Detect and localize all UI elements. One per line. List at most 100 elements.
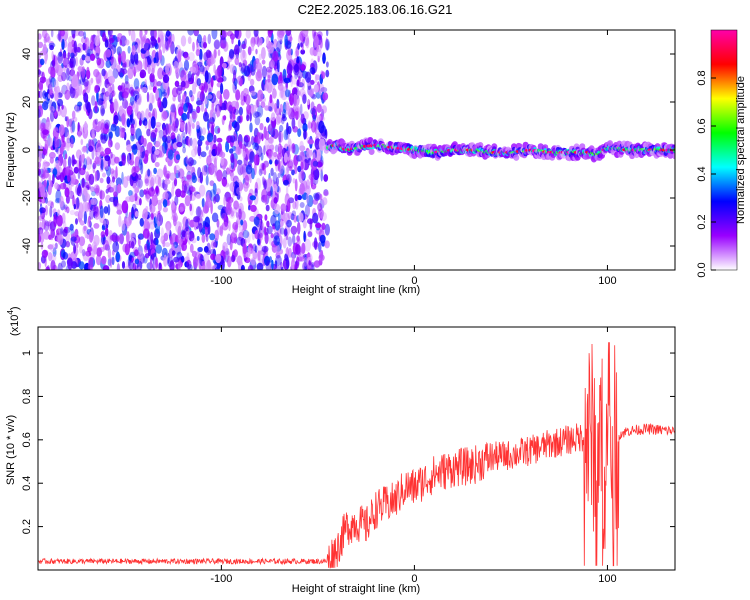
spectrogram-noise-cell [200, 228, 205, 236]
spectrogram-noise-cell [279, 103, 284, 113]
spectrogram-noise-cell [264, 214, 268, 221]
spectrogram-noise-cell [177, 260, 181, 270]
spectrogram-noise-cell [49, 105, 55, 113]
spectrogram-noise-cell [210, 77, 214, 88]
spectrogram-noise-cell [116, 46, 122, 56]
spectrogram-noise-cell [53, 214, 58, 228]
spectrogram-noise-cell [315, 132, 321, 138]
x-tick-label: 100 [598, 275, 616, 287]
spectrogram-noise-cell [120, 50, 126, 64]
spectrogram-noise-cell [149, 203, 156, 214]
spectrogram-noise-cell [66, 206, 70, 214]
spectrogram-noise-cell [47, 244, 54, 250]
spectrogram-noise-cell [118, 233, 125, 244]
spectrogram-noise-cell [134, 258, 140, 265]
spectrogram-noise-cell [139, 217, 144, 227]
spectrogram-noise-cell [111, 35, 118, 48]
spectrogram-noise-cell [191, 62, 199, 74]
spectrogram-noise-cell [195, 121, 200, 130]
spectrogram-noise-cell [203, 246, 209, 253]
spectrogram-noise-cell [212, 182, 217, 195]
spectrogram-noise-cell [71, 110, 76, 120]
spectrogram-noise-cell [297, 194, 302, 201]
spectrogram-noise-cell [95, 254, 102, 266]
spectrogram-noise-cell [119, 125, 123, 138]
spectrogram-noise-cell [178, 106, 184, 117]
spectrogram-noise-cell [149, 258, 153, 270]
spectrogram-noise-cell [39, 229, 43, 237]
spectrogram-noise-cell [169, 260, 175, 270]
spectrogram-noise-cell [161, 91, 167, 97]
spectrogram-noise-cell [185, 218, 189, 232]
spectrogram-noise-cell [313, 237, 318, 250]
spectrogram-noise-cell [229, 112, 236, 123]
spectrogram-noise-cell [224, 250, 231, 258]
spectrogram-noise-cell [105, 165, 109, 171]
spectrogram-noise-cell [276, 98, 280, 109]
spectrogram-noise-cell [303, 230, 306, 243]
spectrogram-noise-cell [253, 30, 259, 37]
spectrogram-noise-cell [186, 179, 190, 188]
spectrogram-noise-cell [314, 193, 320, 202]
spectrogram-noise-cell [130, 30, 136, 43]
spectrogram-noise-cell [213, 64, 216, 74]
spectrogram-noise-cell [51, 253, 57, 262]
spectrogram-noise-cell [299, 103, 303, 116]
spectrogram-noise-cell [253, 216, 260, 226]
spectrogram-noise-cell [185, 122, 188, 135]
spectrogram-noise-cell [235, 89, 241, 101]
spectrogram-noise-cell [40, 88, 43, 101]
spectrogram-noise-cell [77, 184, 82, 194]
spectrogram-noise-cell [90, 186, 95, 193]
spectrogram-noise-cell [85, 99, 89, 110]
spectrogram-noise-cell [59, 144, 64, 156]
spectrogram-noise-cell [192, 256, 199, 269]
spectrogram-noise-cell [225, 203, 232, 216]
spectrogram-noise-cell [115, 166, 118, 179]
spectrogram-noise-cell [239, 115, 243, 123]
spectrogram-noise-cell [191, 250, 197, 258]
spectrogram-noise-cell [139, 198, 142, 206]
spectrogram-noise-cell [145, 50, 150, 57]
spectrogram-noise-cell [287, 46, 292, 56]
spectrogram-noise-cell [317, 31, 323, 38]
spectrogram-noise-cell [135, 42, 139, 50]
spectrogram-noise-cell [312, 199, 319, 205]
spectrogram-noise-cell [206, 94, 213, 100]
x-tick-label: 100 [598, 573, 616, 585]
spectrogram-noise-cell [229, 120, 232, 131]
spectrogram-noise-cell [79, 209, 84, 219]
spectrogram-noise-cell [187, 36, 192, 45]
spectrogram-noise-cell [124, 243, 130, 256]
spectrogram-noise-cell [291, 169, 295, 176]
spectrogram-noise-cell [233, 69, 237, 82]
spectrogram-noise-cell [157, 213, 163, 226]
spectrogram-noise-cell [140, 37, 144, 50]
spectrogram-noise-cell [177, 93, 181, 103]
spectrogram-noise-cell [70, 251, 77, 261]
spectrogram-noise-cell [83, 211, 87, 225]
spectrogram-noise-cell [272, 88, 277, 99]
spectrogram-noise-cell [73, 40, 78, 54]
spectrogram-noise-cell [131, 152, 134, 162]
spectrogram-noise-cell [204, 216, 210, 228]
spectrogram-noise-cell [189, 137, 193, 147]
spectrogram-noise-cell [93, 184, 100, 193]
spectrogram-noise-cell [292, 201, 297, 210]
spectrogram-noise-cell [155, 238, 159, 246]
spectrogram-noise-cell [170, 112, 176, 123]
spectrogram-noise-cell [263, 145, 266, 156]
spectrogram-noise-cell [89, 53, 96, 61]
spectrogram-noise-cell [140, 135, 145, 144]
spectrogram-noise-cell [154, 30, 157, 39]
spectrogram-noise-cell [188, 104, 193, 114]
spectrogram-noise-cell [223, 196, 226, 207]
spectrogram-noise-cell [220, 151, 226, 158]
spectrogram-noise-cell [57, 108, 62, 116]
spectrogram-noise-cell [298, 212, 304, 223]
spectrogram-noise-cell [103, 206, 109, 214]
spectrogram-noise-cell [295, 106, 301, 112]
spectrogram-noise-cell [301, 242, 306, 254]
chart-title: C2E2.2025.183.06.16.G21 [297, 2, 453, 17]
spectrogram-ridge-cell [542, 144, 549, 151]
